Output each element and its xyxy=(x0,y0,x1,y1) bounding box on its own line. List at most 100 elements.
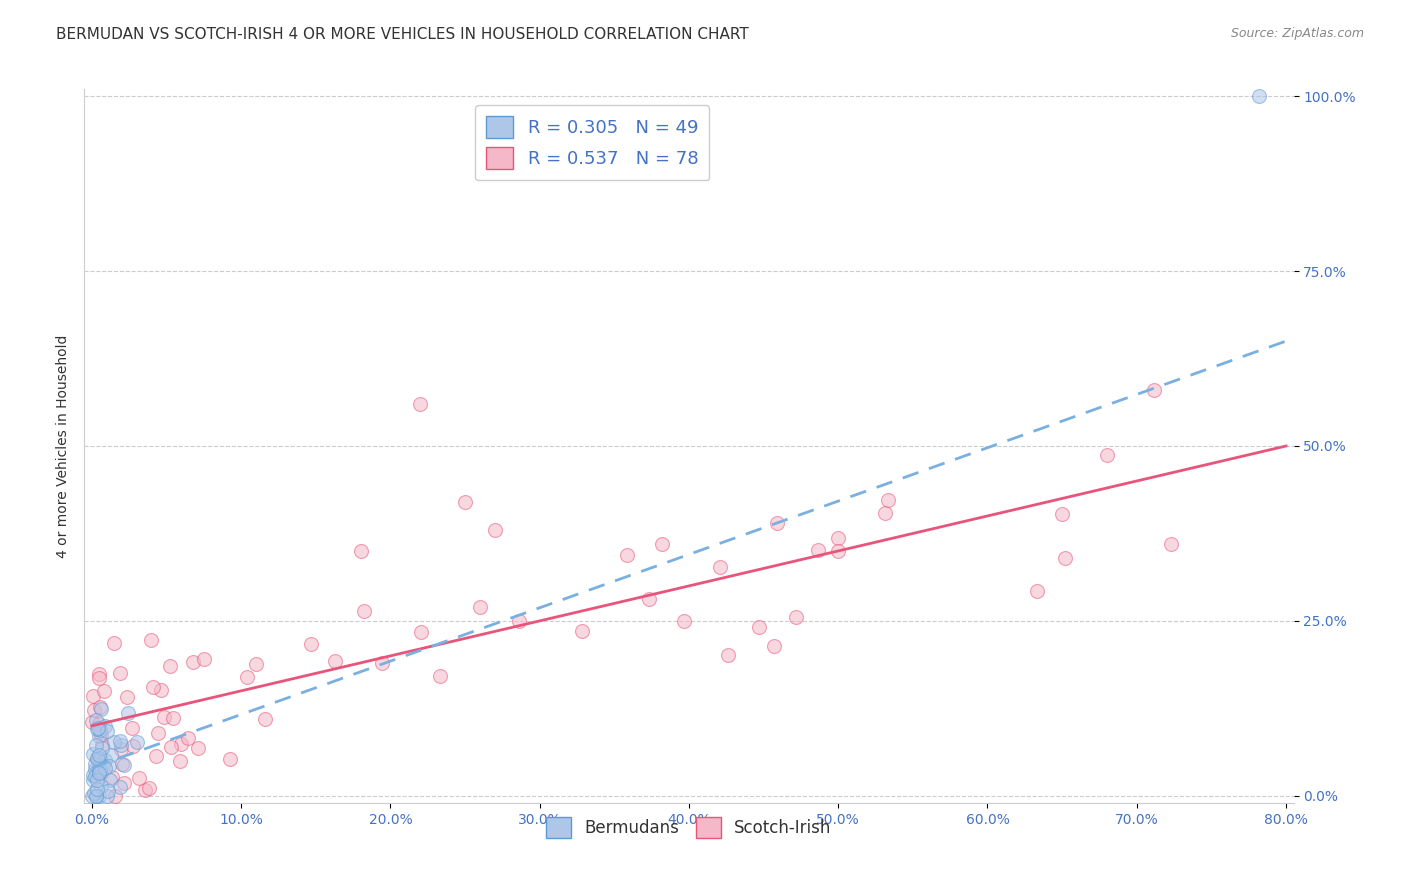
Point xyxy=(411,625,433,640)
Point xyxy=(323,654,346,668)
Point xyxy=(82,714,104,729)
Point xyxy=(86,750,108,764)
Point xyxy=(101,770,124,784)
Point xyxy=(299,637,322,651)
Point xyxy=(138,780,160,795)
Point xyxy=(82,768,104,782)
Point xyxy=(112,758,135,772)
Point xyxy=(127,735,149,749)
Point xyxy=(153,710,176,724)
Point xyxy=(100,747,122,762)
Point xyxy=(245,657,267,671)
Point xyxy=(110,780,132,794)
Point xyxy=(94,719,117,733)
Point xyxy=(89,699,111,714)
Point xyxy=(176,731,198,745)
Point xyxy=(110,756,132,771)
Point xyxy=(748,620,770,634)
Point xyxy=(98,772,121,787)
Point xyxy=(90,738,112,752)
Point xyxy=(110,739,132,753)
Point xyxy=(86,773,108,788)
Point xyxy=(82,747,104,761)
Point xyxy=(90,779,112,793)
Text: Source: ZipAtlas.com: Source: ZipAtlas.com xyxy=(1230,27,1364,40)
Point xyxy=(103,735,125,749)
Point xyxy=(87,666,110,681)
Point xyxy=(82,690,104,704)
Point xyxy=(91,759,114,773)
Y-axis label: 4 or more Vehicles in Household: 4 or more Vehicles in Household xyxy=(56,334,70,558)
Point xyxy=(134,783,156,797)
Point xyxy=(807,542,830,557)
Point xyxy=(89,752,111,766)
Point xyxy=(87,789,110,803)
Point xyxy=(160,739,183,754)
Point xyxy=(141,632,163,647)
Point xyxy=(86,781,108,796)
Point xyxy=(371,657,394,671)
Point xyxy=(1143,383,1166,397)
Point xyxy=(84,789,107,803)
Text: BERMUDAN VS SCOTCH-IRISH 4 OR MORE VEHICLES IN HOUSEHOLD CORRELATION CHART: BERMUDAN VS SCOTCH-IRISH 4 OR MORE VEHIC… xyxy=(56,27,749,42)
Point xyxy=(218,752,240,766)
Point xyxy=(717,648,740,662)
Point xyxy=(110,742,132,756)
Point xyxy=(87,671,110,685)
Point xyxy=(97,784,120,798)
Point xyxy=(86,770,108,784)
Point xyxy=(253,713,276,727)
Point xyxy=(571,624,593,638)
Point xyxy=(121,721,143,735)
Point xyxy=(82,789,104,803)
Point xyxy=(103,635,125,649)
Point xyxy=(409,397,432,411)
Point xyxy=(82,773,104,788)
Point xyxy=(104,789,127,803)
Point xyxy=(145,749,167,764)
Point xyxy=(90,728,112,742)
Point xyxy=(93,761,115,775)
Point xyxy=(87,729,110,743)
Point xyxy=(89,765,111,780)
Point xyxy=(709,560,731,574)
Point xyxy=(616,548,638,562)
Point xyxy=(468,600,491,615)
Point xyxy=(93,684,115,698)
Point xyxy=(86,722,108,736)
Point xyxy=(187,741,209,756)
Point xyxy=(484,523,506,537)
Point xyxy=(146,725,169,739)
Point xyxy=(83,757,105,772)
Point xyxy=(1053,551,1076,566)
Point xyxy=(108,666,131,681)
Point xyxy=(98,759,121,773)
Point xyxy=(1025,583,1047,598)
Point xyxy=(159,659,181,673)
Point xyxy=(827,532,849,546)
Point xyxy=(83,703,105,717)
Point xyxy=(349,544,371,558)
Point xyxy=(1095,448,1118,462)
Point xyxy=(1050,507,1073,521)
Point xyxy=(87,747,110,762)
Point xyxy=(827,544,849,558)
Point xyxy=(86,762,108,776)
Point xyxy=(96,789,118,803)
Point xyxy=(1160,536,1182,550)
Point xyxy=(353,604,375,618)
Point xyxy=(142,680,165,694)
Point xyxy=(89,723,111,737)
Point xyxy=(83,762,105,776)
Point xyxy=(150,682,173,697)
Point xyxy=(89,765,111,780)
Point xyxy=(94,754,117,768)
Point xyxy=(84,738,107,752)
Point xyxy=(429,668,451,682)
Point xyxy=(84,769,107,783)
Point xyxy=(651,537,673,551)
Point xyxy=(115,690,138,704)
Point xyxy=(169,754,191,768)
Point xyxy=(96,723,118,738)
Point xyxy=(170,737,193,751)
